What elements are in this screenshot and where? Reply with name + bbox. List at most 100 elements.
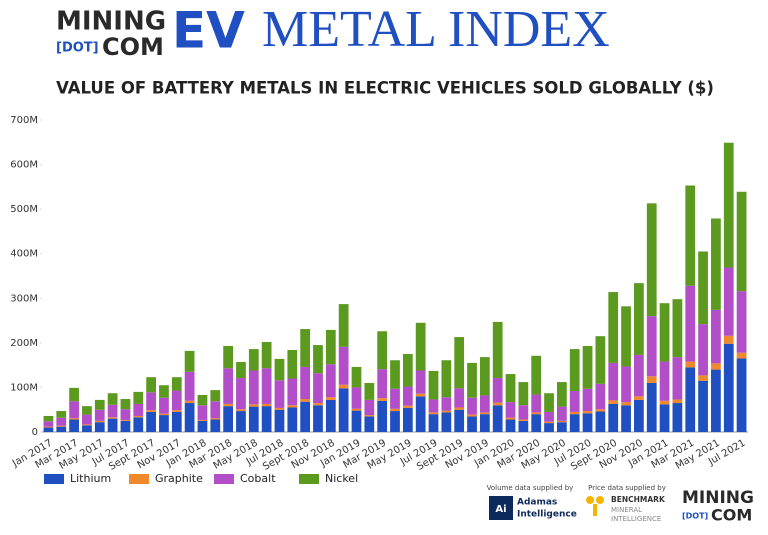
bar-segment [505, 374, 516, 403]
bar-segment [325, 364, 336, 398]
bar-segment [736, 352, 747, 359]
bar-segment [672, 403, 683, 432]
bar-segment [69, 387, 79, 402]
bar-segment [377, 369, 388, 399]
bar-segment [210, 390, 221, 402]
bar-segment [646, 203, 657, 317]
bar-segment [505, 417, 516, 420]
bar-segment [711, 363, 721, 370]
bar-segment [274, 358, 285, 381]
legend-swatch [44, 474, 64, 484]
bar-segment [146, 392, 156, 411]
bar-segment [107, 418, 118, 432]
bar-segment [672, 357, 683, 400]
bar-segment [107, 393, 118, 405]
bar-segment [531, 355, 542, 395]
bar-segment [197, 395, 208, 406]
bar-segment [505, 419, 516, 432]
y-tick-label: 700M [10, 115, 38, 126]
legend-swatch [299, 474, 319, 484]
bar-segment [608, 400, 619, 404]
bar-segment [364, 415, 375, 417]
bar-segment [351, 410, 362, 432]
footer-logo-mining: MINING [682, 488, 754, 508]
bar-segment [492, 405, 503, 432]
legend-swatch [129, 474, 149, 484]
bar-segment [441, 360, 452, 398]
bar-segment [313, 345, 323, 374]
bar-segment [608, 403, 619, 432]
bar-segment [69, 419, 79, 432]
bar-segment [364, 382, 375, 400]
bar-segment [556, 382, 567, 407]
adamas-name-1: Adamas [517, 498, 557, 508]
bar-segment [659, 303, 670, 362]
bar-segment [479, 395, 490, 413]
bar-segment [82, 406, 92, 415]
bar-segment [313, 403, 323, 406]
footer-logo-com: COM [711, 506, 752, 525]
bar-segment [377, 398, 388, 401]
benchmark-icon [586, 496, 604, 516]
bar-segment [159, 413, 169, 416]
bar-segment [582, 345, 593, 389]
bar-segment [248, 349, 259, 371]
legend: Lithium Graphite Cobalt Nickel [44, 472, 358, 485]
bar-segment [582, 413, 593, 432]
bar-segment [518, 420, 529, 432]
bar-segment [171, 390, 182, 411]
bar-segment [569, 349, 580, 391]
bar-segment [441, 412, 452, 432]
bar-segment [441, 397, 452, 411]
bar-segment [351, 408, 362, 411]
bar-segment [723, 142, 734, 268]
bar-segment [634, 399, 644, 432]
bar-segment [69, 418, 79, 420]
bar-segment [325, 397, 336, 400]
bar-segment [569, 411, 580, 415]
bar-segment [723, 267, 734, 336]
bar-segment [685, 185, 696, 286]
bar-segment [364, 416, 375, 432]
bar-segment [120, 409, 131, 420]
bar-segment [621, 402, 631, 406]
bar-segment [608, 292, 619, 363]
bar-segment [43, 421, 54, 427]
bar-segment [608, 362, 619, 401]
benchmark-name-3: INTELLIGENCE [611, 515, 661, 523]
bar-segment [634, 396, 644, 400]
bar-segment [159, 397, 169, 414]
bar-segment [402, 354, 413, 387]
bar-segment [377, 331, 388, 370]
bar-segment [120, 420, 131, 432]
bar-segment [210, 418, 221, 420]
bar-segment [82, 414, 92, 425]
bar-segment [467, 362, 477, 398]
bar-segment [313, 405, 323, 432]
bar-segment [43, 426, 54, 428]
bar-segment [197, 405, 208, 420]
bar-segment [351, 366, 362, 388]
bar-segment [454, 337, 465, 389]
bar-segment [467, 414, 477, 417]
bar-segment [82, 425, 92, 432]
bar-segment [94, 409, 105, 421]
bar-segment [56, 425, 67, 427]
bar-segment [325, 329, 336, 365]
bar-segment [184, 400, 195, 404]
bar-segment [505, 402, 516, 418]
bar-segment [698, 380, 708, 432]
bar-segment [685, 285, 696, 362]
bar-segment [711, 309, 721, 364]
bar-segment [492, 402, 503, 406]
bar-segment [531, 394, 542, 413]
bar-segment [274, 407, 285, 410]
index-ev: EV [172, 2, 245, 60]
bar-segment [338, 346, 349, 385]
bar-segment [300, 329, 311, 367]
bar-segment [171, 411, 182, 432]
bar-segment [159, 385, 169, 398]
bar-segment [621, 405, 631, 432]
